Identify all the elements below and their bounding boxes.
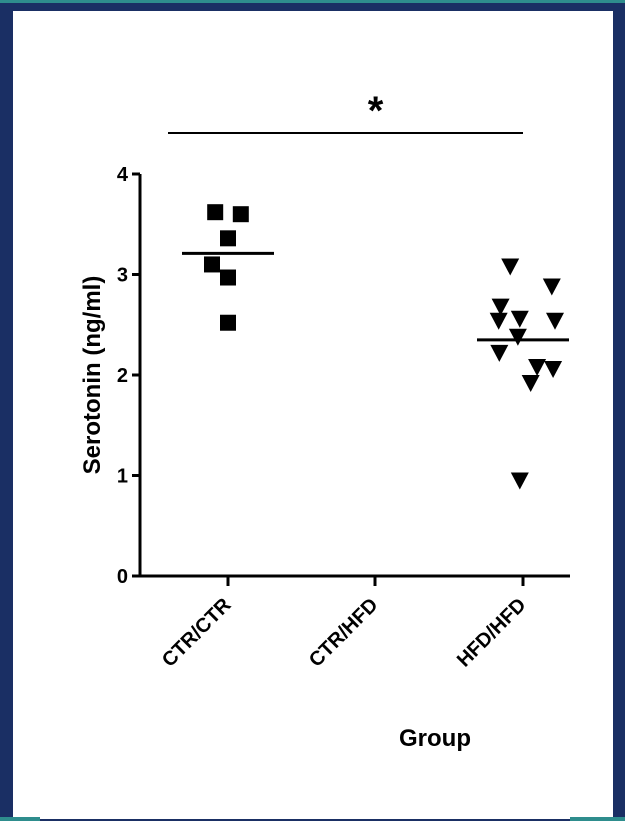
data-points-group [204, 204, 564, 490]
data-point-triangle [490, 344, 509, 362]
axes-group [138, 174, 570, 578]
y-tick-label: 3 [117, 265, 128, 287]
x-tick-label: CTR/HFD [305, 594, 383, 672]
data-point-square [204, 256, 220, 273]
data-point-triangle [521, 375, 540, 393]
data-point-square [207, 204, 224, 221]
data-point-triangle [528, 358, 547, 376]
data-point-triangle [544, 360, 563, 378]
data-point-triangle [501, 258, 520, 276]
data-point-triangle [510, 472, 529, 490]
x-tick-label: CTR/CTR [158, 594, 236, 672]
data-point-square [220, 314, 236, 331]
x-ticks-group: CTR/CTR CTR/HFD HFD/HFD [158, 576, 531, 672]
y-axis-label: Serotonin (ng/ml) [79, 276, 106, 475]
data-point-triangle [491, 298, 510, 316]
x-axis-label: Group [399, 725, 471, 752]
x-tick-label: HFD/HFD [453, 594, 531, 672]
data-point-square [220, 269, 236, 286]
accent-bar-bottom-left [0, 817, 40, 821]
y-tick-label: 1 [117, 466, 128, 488]
accent-bar-top [0, 0, 625, 3]
mean-lines-group [182, 251, 569, 342]
significance-annotation-group: * [168, 89, 523, 134]
y-ticks-group: 0 1 2 3 4 [117, 164, 140, 588]
data-point-square [220, 230, 236, 247]
accent-bar-bottom-right [570, 817, 625, 821]
data-point-triangle [489, 312, 508, 330]
data-point-triangle [510, 310, 529, 328]
y-tick-label: 4 [117, 164, 129, 186]
data-point-triangle [542, 278, 561, 296]
y-tick-label: 0 [117, 566, 128, 588]
significance-star: * [368, 89, 384, 133]
data-point-triangle [546, 312, 564, 330]
chart-panel [13, 11, 613, 819]
y-tick-label: 2 [117, 365, 128, 387]
data-point-triangle [508, 328, 527, 346]
data-point-square [232, 206, 249, 223]
